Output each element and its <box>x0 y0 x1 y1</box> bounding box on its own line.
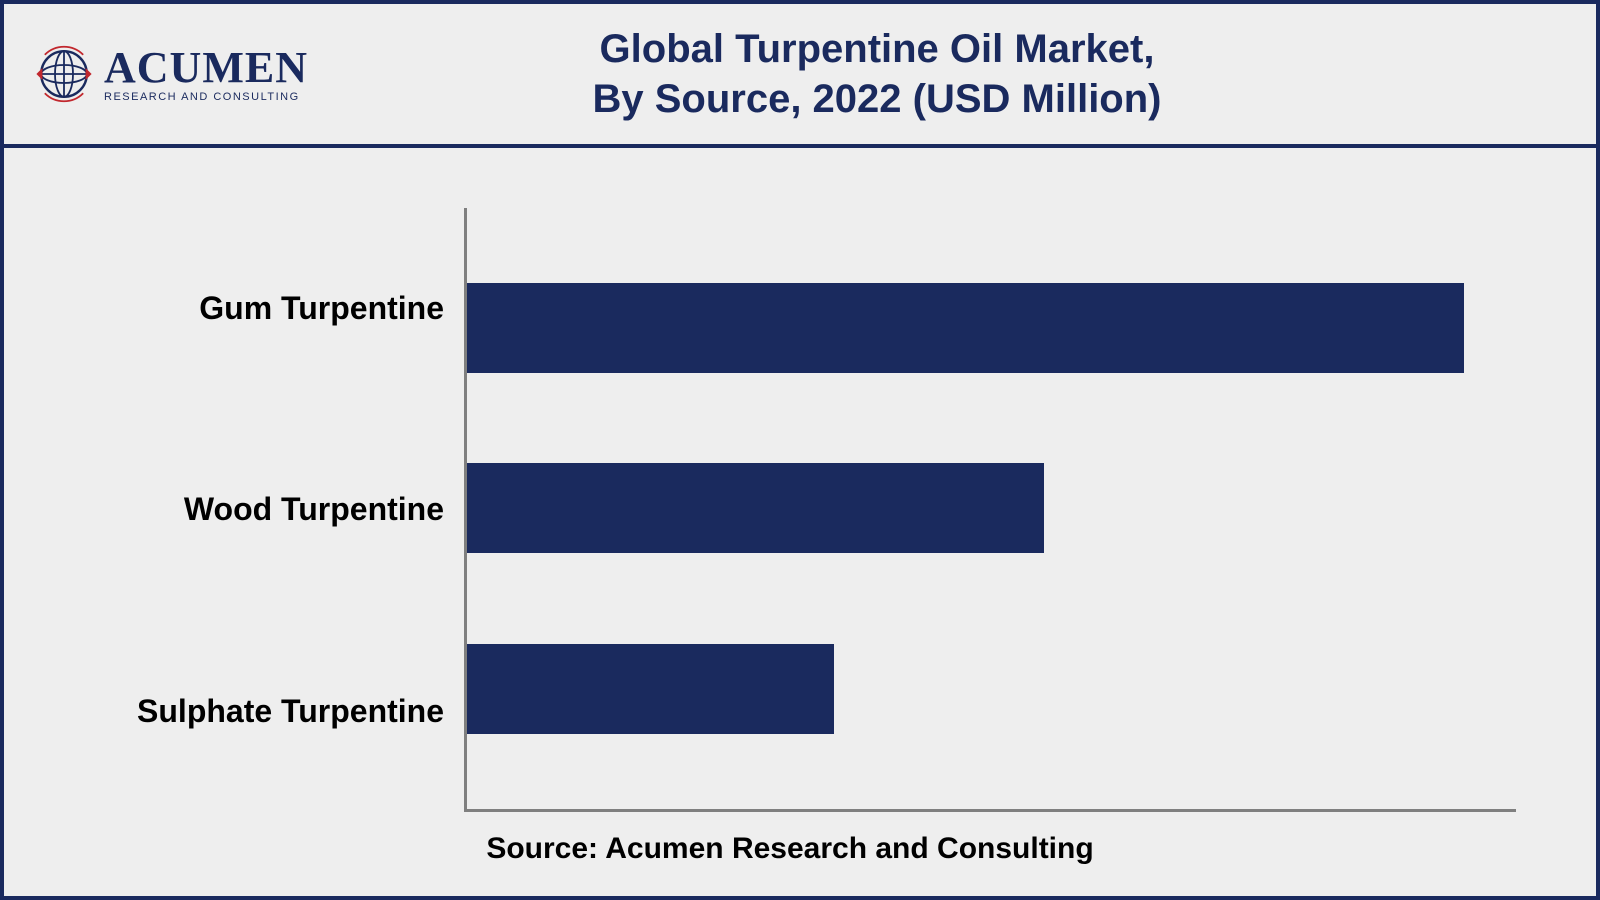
logo-tagline: RESEARCH AND CONSULTING <box>104 92 308 103</box>
chart-title: Global Turpentine Oil Market, By Source,… <box>368 24 1566 124</box>
bar <box>467 463 1044 553</box>
logo: ACUMEN RESEARCH AND CONSULTING <box>34 44 308 104</box>
chart-frame: ACUMEN RESEARCH AND CONSULTING Global Tu… <box>0 0 1600 900</box>
category-label: Wood Turpentine <box>184 491 444 528</box>
title-line-1: Global Turpentine Oil Market, <box>368 24 1386 74</box>
bars-zone <box>464 208 1516 812</box>
header-bar: ACUMEN RESEARCH AND CONSULTING Global Tu… <box>4 4 1596 148</box>
bar <box>467 644 834 734</box>
logo-name: ACUMEN <box>104 46 308 90</box>
y-axis-labels: Gum Turpentine Wood Turpentine Sulphate … <box>64 208 464 812</box>
category-label: Sulphate Turpentine <box>137 693 444 730</box>
title-line-2: By Source, 2022 (USD Million) <box>368 74 1386 124</box>
bar <box>467 283 1464 373</box>
category-label: Gum Turpentine <box>199 290 444 327</box>
source-text: Source: Acumen Research and Consulting <box>64 832 1516 866</box>
globe-icon <box>34 44 94 104</box>
logo-text: ACUMEN RESEARCH AND CONSULTING <box>104 46 308 103</box>
plot-region: Gum Turpentine Wood Turpentine Sulphate … <box>64 208 1516 812</box>
chart-area: Gum Turpentine Wood Turpentine Sulphate … <box>4 148 1596 896</box>
